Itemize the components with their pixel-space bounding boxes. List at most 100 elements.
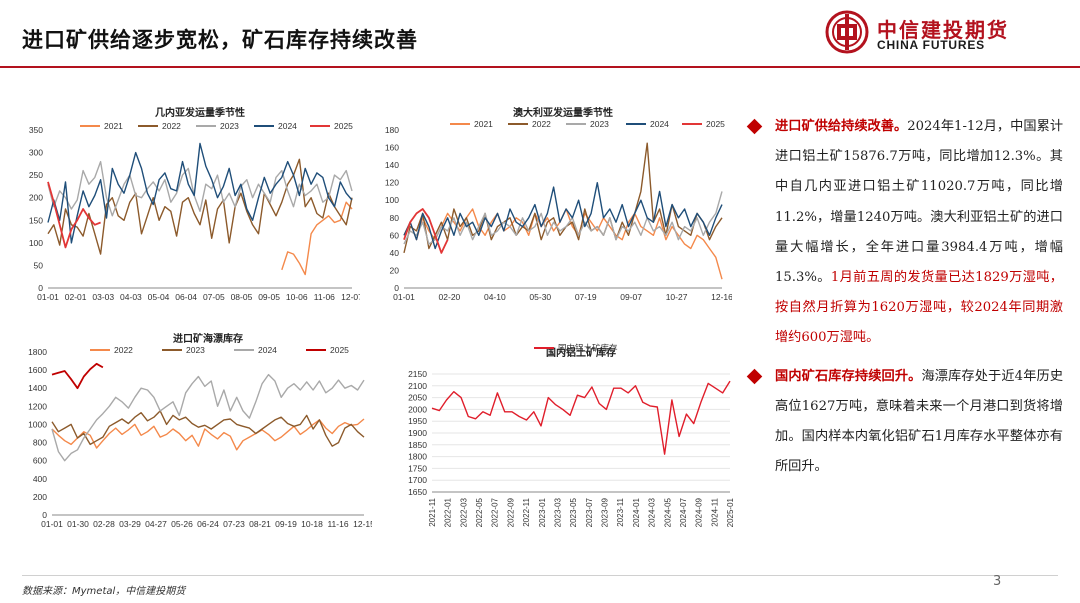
y-tick-label: 1800	[28, 347, 47, 357]
y-tick-label: 20	[390, 265, 400, 275]
x-tick-label: 10-06	[286, 292, 308, 302]
x-tick-label: 2022-09	[506, 497, 515, 527]
x-tick-label: 12-16	[711, 292, 732, 302]
y-tick-label: 1400	[28, 383, 47, 393]
legend-label: 2021	[104, 121, 123, 131]
x-tick-label: 05-30	[529, 292, 551, 302]
header-rule	[0, 66, 1080, 68]
y-tick-label: 140	[385, 160, 399, 170]
y-tick-label: 0	[38, 283, 43, 293]
legend-label: 2025	[706, 119, 725, 129]
x-tick-label: 01-01	[37, 292, 59, 302]
y-tick-label: 1700	[408, 475, 427, 485]
x-tick-label: 11-06	[314, 292, 335, 302]
x-tick-label: 07-19	[575, 292, 597, 302]
legend-label: 2024	[278, 121, 297, 131]
chart-svg: 国内铝土矿库存165017001750180018501900195020002…	[408, 343, 735, 527]
legend-label: 2022	[114, 345, 133, 355]
x-tick-label: 09-05	[258, 292, 280, 302]
x-tick-label: 2024-03	[648, 497, 657, 527]
legend-label: 2023	[590, 119, 609, 129]
series-line	[47, 142, 353, 244]
x-tick-label: 2024-11	[710, 497, 719, 526]
legend-label: 2023	[186, 345, 205, 355]
x-tick-label: 08-05	[231, 292, 253, 302]
commentary-panel: 进口矿供给持续改善。2024年1-12月，中国累计进口铝土矿15876.7万吨，…	[745, 112, 1063, 482]
y-tick-label: 120	[385, 178, 399, 188]
series-line	[47, 181, 101, 249]
y-tick-label: 1750	[408, 463, 427, 473]
legend-label: 2024	[258, 345, 277, 355]
y-tick-label: 200	[33, 492, 47, 502]
series-line	[47, 158, 353, 255]
x-tick-label: 05-04	[148, 292, 170, 302]
y-tick-label: 0	[394, 283, 399, 293]
x-tick-label: 02-01	[65, 292, 87, 302]
x-tick-label: 2023-11	[616, 497, 625, 526]
logo-chinese-name: 中信建投期货	[877, 18, 1009, 42]
series-line	[51, 373, 365, 462]
x-tick-label: 02-20	[439, 292, 461, 302]
legend-label: 2021	[474, 119, 493, 129]
data-source: 数据来源：Mymetal，中信建投期货	[22, 586, 186, 597]
y-tick-label: 2100	[408, 381, 427, 391]
y-tick-label: 1950	[408, 416, 427, 426]
footer-rule	[22, 575, 1058, 576]
y-tick-label: 1800	[408, 452, 427, 462]
y-tick-label: 40	[390, 248, 400, 258]
chart-svg: 几内亚发运量季节性 0 50 100 150 200 250 300 350 01-01 02-01…	[29, 106, 360, 302]
y-tick-label: 400	[33, 474, 47, 484]
legend-label: 2025	[334, 121, 353, 131]
series-line	[51, 362, 104, 390]
x-tick-label: 04-27	[145, 519, 167, 529]
x-tick-label: 03-03	[92, 292, 114, 302]
x-tick-label: 08-21	[249, 519, 271, 529]
chart-guinea-shipments: 几内亚发运量季节性 0 50 100 150 200 250 300 350 01-01 02-01…	[10, 88, 360, 318]
chart-title: 国内铝土矿库存	[546, 346, 616, 359]
y-tick-label: 150	[29, 215, 43, 225]
x-tick-label: 2022-11	[522, 497, 531, 526]
x-tick-label: 03-29	[119, 519, 141, 529]
legend-label: 2022	[162, 121, 181, 131]
slide-title: 进口矿供给逐步宽松，矿石库存持续改善	[22, 27, 418, 52]
logo-emblem-icon	[825, 10, 869, 54]
x-tick-label: 07-23	[223, 519, 245, 529]
x-tick-label: 04-03	[120, 292, 142, 302]
x-tick-label: 2025-01	[726, 497, 735, 527]
domestic-inventory-heading: 国内矿石库存持续回升。	[775, 368, 922, 384]
x-tick-label: 2023-07	[585, 497, 594, 527]
series-line	[281, 201, 353, 276]
y-tick-label: 2000	[408, 404, 427, 414]
x-tick-label: 2024-07	[679, 497, 688, 527]
y-tick-label: 1200	[28, 401, 47, 411]
x-tick-label: 12-15	[353, 519, 372, 529]
x-tick-label: 2024-01	[632, 497, 641, 527]
y-tick-label: 600	[33, 456, 47, 466]
y-tick-label: 250	[29, 170, 43, 180]
brand-logo: 中信建投期货 CHINA FUTURES	[825, 10, 1065, 58]
x-tick-label: 2022-03	[459, 497, 468, 527]
y-tick-label: 1850	[408, 440, 427, 450]
y-tick-label: 50	[34, 260, 44, 270]
chart-domestic-inventory: 国内铝土矿库存 1650 1700 1750 1800 1850 1900 1950 2000 2…	[392, 330, 738, 545]
x-tick-label: 06-04	[175, 292, 197, 302]
x-tick-label: 2023-03	[553, 497, 562, 527]
legend-label: 2023	[220, 121, 239, 131]
y-tick-label: 0	[42, 510, 47, 520]
legend-label: 2024	[650, 119, 669, 129]
series-line	[431, 380, 731, 455]
x-tick-label: 01-01	[393, 292, 415, 302]
x-tick-label: 2023-05	[569, 497, 578, 527]
y-tick-label: 2050	[408, 393, 427, 403]
x-tick-label: 2022-07	[491, 497, 500, 527]
x-tick-label: 2022-01	[444, 497, 453, 527]
import-supply-heading: 进口矿供给持续改善。	[775, 119, 908, 134]
y-tick-label: 80	[390, 213, 400, 223]
y-tick-label: 2150	[408, 369, 427, 379]
logo-english-name: CHINA FUTURES	[877, 38, 985, 52]
chart-title: 澳大利亚发运量季节性	[513, 106, 613, 119]
domestic-inventory-body: 海漂库存处于近4年历史高位1627万吨，意味着未来一个月港口到货将增加。国内样本…	[775, 368, 1064, 475]
x-tick-label: 10-18	[301, 519, 323, 529]
chart-australia-shipments: 澳大利亚发运量季节性 0 20 40 60 80 100 120 140 160 180 01-01 0…	[372, 88, 732, 318]
x-tick-label: 04-10	[484, 292, 506, 302]
